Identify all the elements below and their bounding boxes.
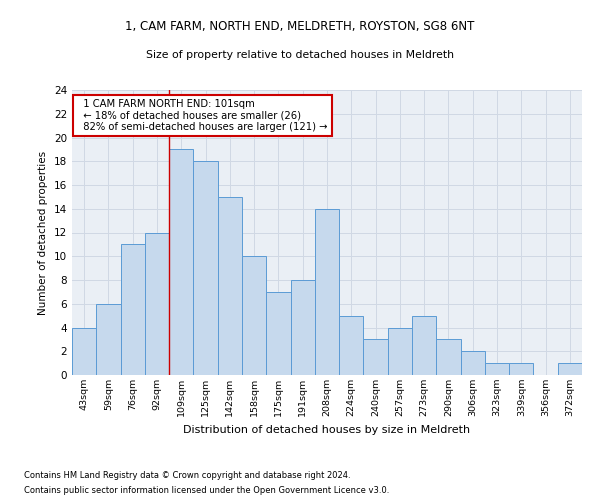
Text: Size of property relative to detached houses in Meldreth: Size of property relative to detached ho… bbox=[146, 50, 454, 60]
Text: 1 CAM FARM NORTH END: 101sqm
  ← 18% of detached houses are smaller (26)
  82% o: 1 CAM FARM NORTH END: 101sqm ← 18% of de… bbox=[77, 98, 328, 132]
Bar bbox=[242, 256, 266, 375]
Text: Contains HM Land Registry data © Crown copyright and database right 2024.: Contains HM Land Registry data © Crown c… bbox=[24, 471, 350, 480]
X-axis label: Distribution of detached houses by size in Meldreth: Distribution of detached houses by size … bbox=[184, 424, 470, 434]
Bar bbox=[218, 197, 242, 375]
Text: Contains public sector information licensed under the Open Government Licence v3: Contains public sector information licen… bbox=[24, 486, 389, 495]
Bar bbox=[72, 328, 96, 375]
Bar bbox=[388, 328, 412, 375]
Bar bbox=[169, 150, 193, 375]
Bar bbox=[339, 316, 364, 375]
Bar bbox=[461, 351, 485, 375]
Bar bbox=[412, 316, 436, 375]
Bar bbox=[509, 363, 533, 375]
Y-axis label: Number of detached properties: Number of detached properties bbox=[38, 150, 49, 314]
Bar bbox=[485, 363, 509, 375]
Bar bbox=[290, 280, 315, 375]
Bar bbox=[193, 161, 218, 375]
Text: 1, CAM FARM, NORTH END, MELDRETH, ROYSTON, SG8 6NT: 1, CAM FARM, NORTH END, MELDRETH, ROYSTO… bbox=[125, 20, 475, 33]
Bar bbox=[315, 209, 339, 375]
Bar bbox=[121, 244, 145, 375]
Bar bbox=[436, 340, 461, 375]
Bar bbox=[266, 292, 290, 375]
Bar bbox=[558, 363, 582, 375]
Bar bbox=[145, 232, 169, 375]
Bar bbox=[96, 304, 121, 375]
Bar bbox=[364, 340, 388, 375]
